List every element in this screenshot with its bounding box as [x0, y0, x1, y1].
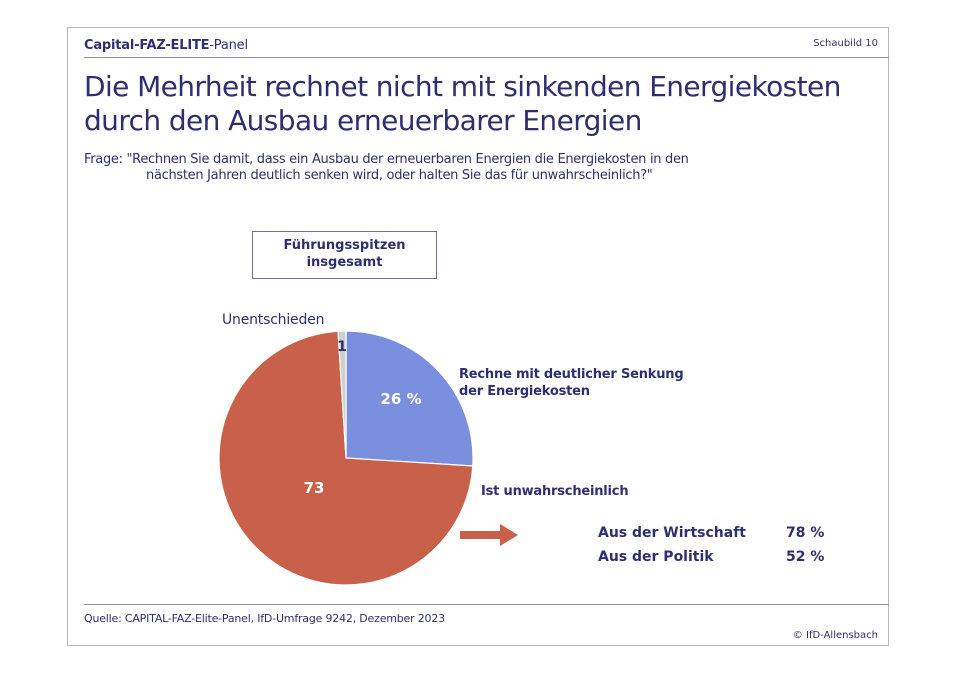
header-divider [84, 57, 889, 58]
question-line-1: Frage: "Rechnen Sie damit, dass ein Ausb… [84, 152, 689, 167]
question-line-2: nächsten Jahren deutlich senken wird, od… [146, 168, 653, 183]
pie-slice-unlikely [218, 330, 474, 586]
pie-slices [218, 330, 474, 586]
group-label-line-1: Führungsspitzen [283, 238, 406, 253]
breakdown-label-economy: Aus der Wirtschaft [598, 525, 746, 541]
copyright: © IfD-Allensbach [792, 630, 878, 641]
breakdown-value-politics: 52 % [786, 549, 825, 565]
arrow-icon [460, 524, 518, 546]
value-label-unlikely: 73 [304, 479, 325, 497]
legend-label-expect-decrease-line-2: der Energiekosten [459, 384, 590, 399]
group-label-box: Führungsspitzen insgesamt [252, 231, 437, 279]
source-note: Quelle: CAPITAL-FAZ-Elite-Panel, IfD-Umf… [84, 612, 445, 625]
pie-slice-expect-decrease [345, 330, 474, 467]
legend-label-unlikely: Ist unwahrscheinlich [481, 484, 629, 499]
legend-label-expect-decrease: Rechne mit deutlicher Senkung der Energi… [459, 366, 684, 400]
chart-title: Die Mehrheit rechnet nicht mit sinkenden… [84, 70, 894, 138]
group-label-line-2: insgesamt [306, 255, 383, 270]
brand-label: Capital-FAZ-ELITE-Panel [84, 38, 248, 53]
brand-name: Capital-FAZ-ELITE [84, 38, 210, 53]
pie-slice-undecided [337, 330, 347, 459]
breakdown-value-economy: 78 % [786, 525, 825, 541]
figure-number: Schaubild 10 [813, 38, 878, 49]
value-label-undecided: 1 [337, 339, 347, 355]
legend-label-undecided: Unentschieden [222, 312, 325, 328]
value-label-expect-decrease: 26 % [380, 390, 421, 408]
brand-suffix: -Panel [209, 38, 248, 53]
footer-divider [84, 604, 889, 605]
slide-frame [67, 27, 889, 646]
survey-question: Frage: "Rechnen Sie damit, dass ein Ausb… [84, 152, 874, 184]
legend-label-expect-decrease-line-1: Rechne mit deutlicher Senkung [459, 367, 684, 382]
pie-value-labels: 26 % 73 1 [304, 339, 422, 497]
breakdown-label-politics: Aus der Politik [598, 549, 714, 565]
title-line-1: Die Mehrheit rechnet nicht mit sinkenden… [84, 70, 841, 103]
title-line-2: durch den Ausbau erneuerbarer Energien [84, 104, 642, 137]
